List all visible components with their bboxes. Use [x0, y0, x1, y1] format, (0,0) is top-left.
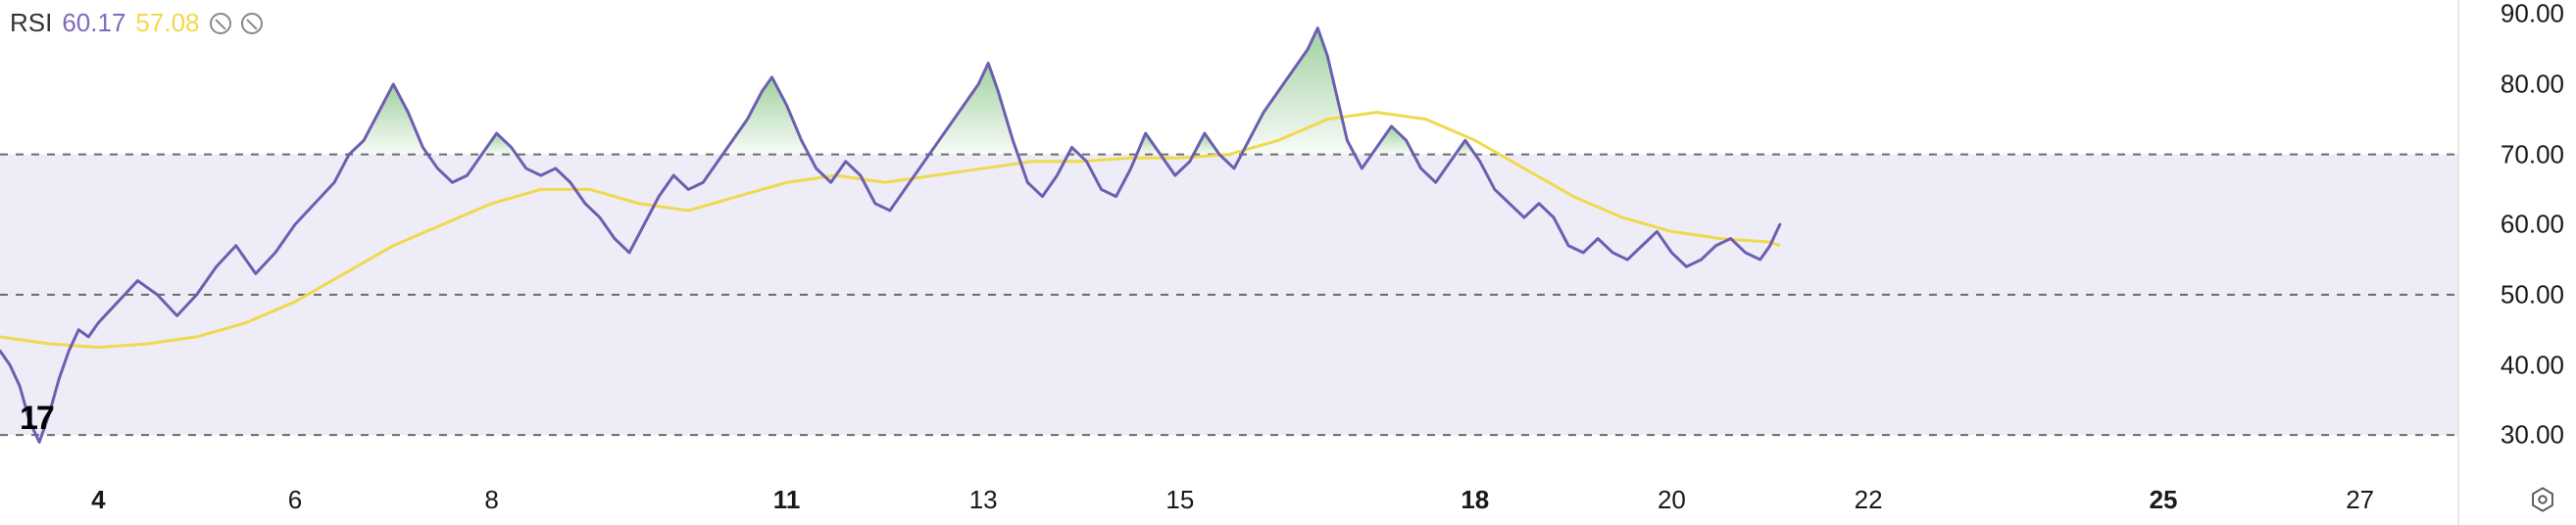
x-axis[interactable]: 4 6 8 11 13 15 18 20 22 25 27: [0, 476, 2458, 525]
y-axis[interactable]: 30.00 40.00 50.00 60.00 70.00 80.00 90.00: [2468, 0, 2576, 525]
visibility-toggle-icon[interactable]: [241, 13, 263, 34]
x-tick-label: 18: [1461, 485, 1489, 515]
chart-plot: [0, 0, 2576, 525]
indicator-value-1: 60.17: [62, 8, 125, 38]
x-tick-label: 15: [1165, 485, 1194, 515]
x-tick-label: 25: [2150, 485, 2178, 515]
x-tick-label: 6: [288, 485, 302, 515]
x-tick-label: 27: [2346, 485, 2374, 515]
visibility-toggle-icon[interactable]: [210, 13, 231, 34]
rsi-chart-panel: RSI 60.17 57.08 30.00 40.00 50.00 60.00 70.0…: [0, 0, 2576, 525]
y-tick-label: 90.00: [2501, 0, 2564, 29]
settings-icon[interactable]: [2529, 486, 2556, 513]
y-tick-label: 70.00: [2501, 139, 2564, 169]
x-tick-label: 13: [969, 485, 998, 515]
x-tick-label: 8: [484, 485, 498, 515]
indicator-legend[interactable]: RSI 60.17 57.08: [10, 8, 263, 38]
indicator-value-2: 57.08: [135, 8, 199, 38]
y-tick-label: 50.00: [2501, 279, 2564, 310]
y-tick-label: 60.00: [2501, 210, 2564, 240]
x-tick-label: 20: [1658, 485, 1686, 515]
x-tick-label: 4: [91, 485, 105, 515]
indicator-name: RSI: [10, 8, 52, 38]
y-tick-label: 80.00: [2501, 69, 2564, 99]
x-tick-label: 22: [1855, 485, 1883, 515]
x-tick-label: 11: [773, 485, 801, 515]
y-tick-label: 30.00: [2501, 420, 2564, 451]
y-tick-label: 40.00: [2501, 350, 2564, 380]
tradingview-logo: 17: [20, 400, 53, 438]
